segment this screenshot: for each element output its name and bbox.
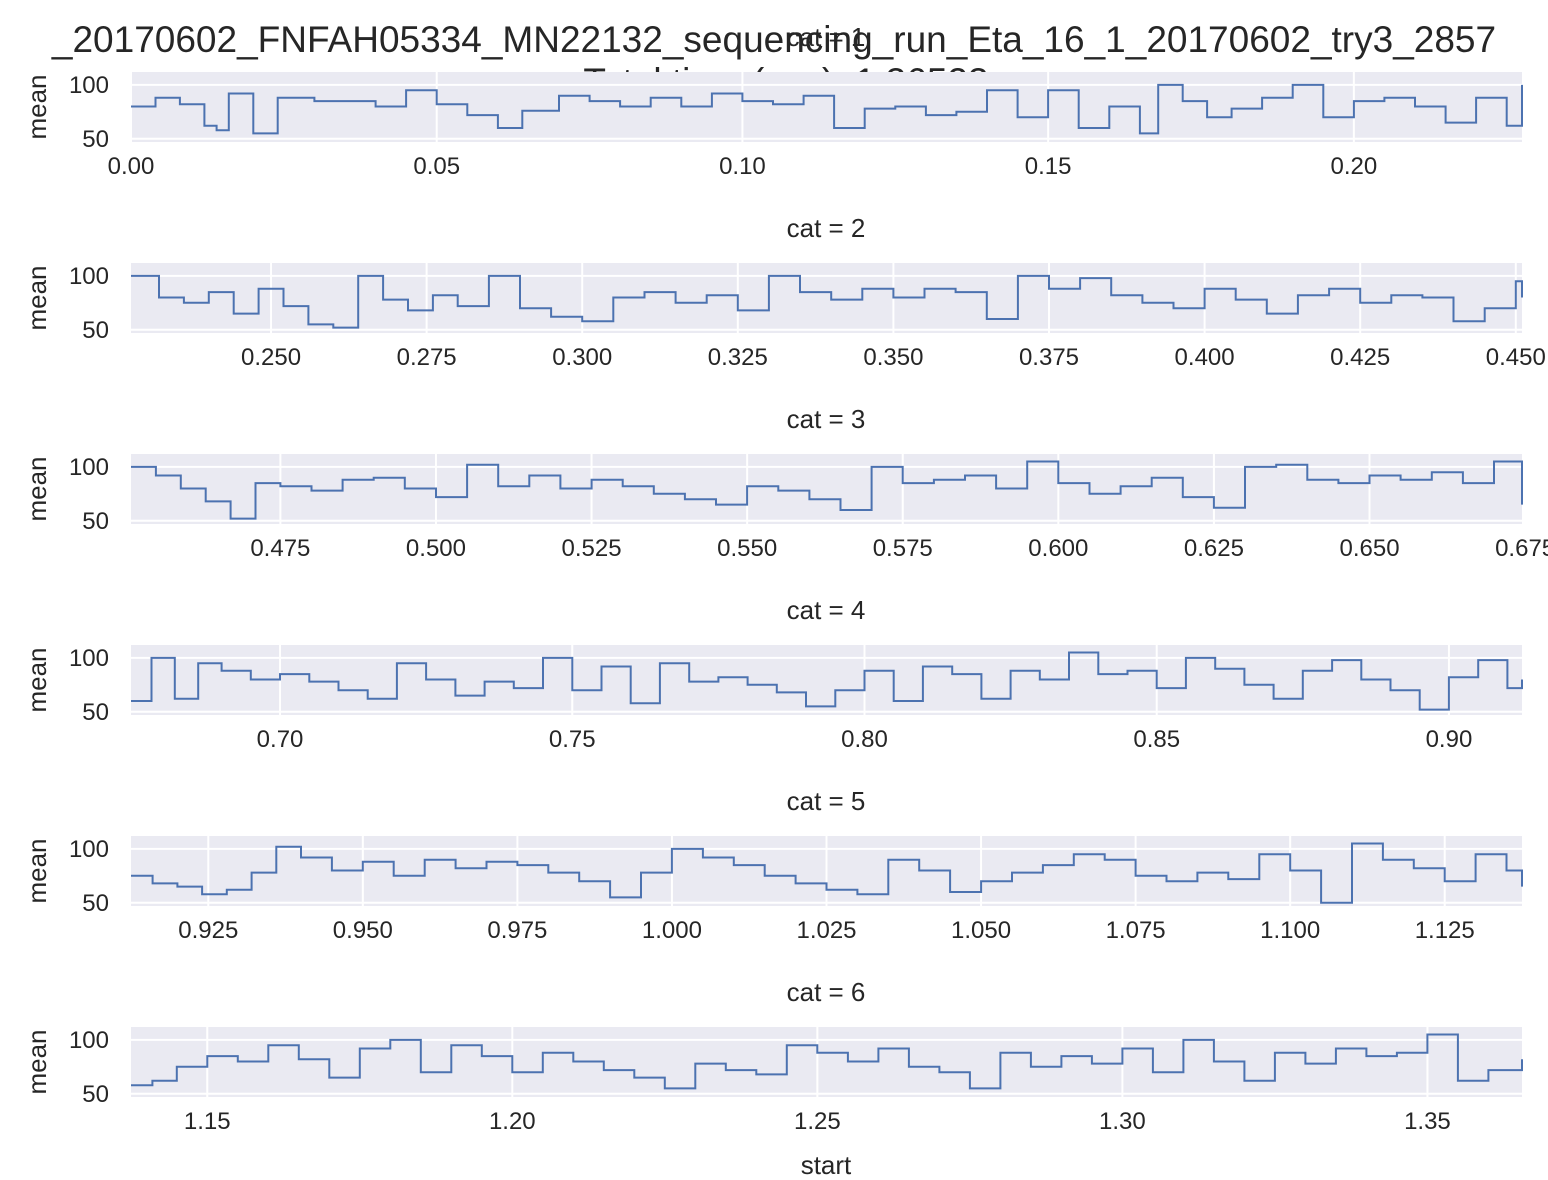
x-tick-label: 0.625	[1184, 535, 1244, 562]
x-tick-label: 0.75	[549, 726, 596, 753]
y-tick-label: 100	[69, 836, 109, 863]
x-tick-label: 0.500	[406, 535, 466, 562]
x-tick-label: 0.575	[873, 535, 933, 562]
series-line	[131, 460, 1523, 520]
y-tick-label: 50	[82, 126, 109, 153]
panel-1: 100 500.00 0.05 0.10 0.15 0.20 cat = 1 mean	[22, 22, 1523, 180]
x-tick-label: 0.70	[257, 726, 304, 753]
x-tick-label: 0.80	[841, 726, 888, 753]
panel-4: 100 50 0.70 0.75 0.80 0.85 0.90 cat = 4 mean	[22, 595, 1523, 753]
x-tick-label: 0.400	[1175, 344, 1235, 371]
y-tick-label: 50	[82, 317, 109, 344]
x-tick-label: 0.425	[1330, 344, 1390, 371]
x-tick-label: 0.300	[552, 344, 612, 371]
x-tick-label: 0.975	[487, 917, 547, 944]
x-tick-label: 0.85	[1133, 726, 1180, 753]
panel-background	[131, 1027, 1522, 1097]
panel-2: 100 50 0.250 0.275 0.300 0.325 0.350 0.375 0.400…	[22, 213, 1546, 371]
x-tick-label: 1.000	[642, 917, 702, 944]
y-tick-label: 100	[69, 1027, 109, 1054]
x-tick-label: 1.025	[796, 917, 856, 944]
panel-5: 100 50 0.925 0.950 0.975 1.000 1.025 1.050 1.075…	[22, 786, 1523, 944]
panel-title: cat = 1	[787, 22, 866, 52]
x-tick-label: 0.250	[241, 344, 301, 371]
y-axis-label: mean	[22, 265, 52, 330]
panel-3: 100 50 0.475 0.500 0.525 0.550 0.575 0.600 0.625…	[22, 404, 1548, 562]
x-tick-label: 0.650	[1339, 535, 1399, 562]
x-tick-label: 1.050	[951, 917, 1011, 944]
x-tick-label: 0.325	[708, 344, 768, 371]
y-axis-label: mean	[22, 74, 52, 139]
y-tick-label: 50	[82, 1081, 109, 1108]
x-tick-label: 0.525	[562, 535, 622, 562]
series-line	[131, 1033, 1523, 1090]
series-line	[131, 83, 1523, 135]
panel-title: cat = 5	[787, 786, 866, 816]
x-tick-label: 1.100	[1260, 917, 1320, 944]
x-tick-label: 0.350	[863, 344, 923, 371]
panel-6: 100 50 1.15 1.20 1.25 1.30 1.35 cat = 6 mean	[22, 977, 1523, 1135]
series-line	[131, 651, 1523, 711]
y-tick-label: 50	[82, 699, 109, 726]
x-tick-label: 0.950	[333, 917, 393, 944]
panel-title: cat = 4	[787, 595, 866, 625]
x-tick-label: 0.600	[1028, 535, 1088, 562]
x-tick-label: 0.475	[250, 535, 310, 562]
x-tick-label: 1.30	[1099, 1108, 1146, 1135]
x-tick-label: 0.450	[1486, 344, 1546, 371]
x-tick-label: 0.05	[413, 153, 460, 180]
panel-background	[131, 72, 1522, 142]
x-tick-label: 1.15	[184, 1108, 231, 1135]
x-tick-label: 0.925	[178, 917, 238, 944]
x-tick-label: 0.375	[1019, 344, 1079, 371]
panel-background	[131, 454, 1522, 524]
y-tick-label: 50	[82, 508, 109, 535]
x-tick-label: 0.15	[1025, 153, 1072, 180]
y-tick-label: 100	[69, 645, 109, 672]
y-axis-label: mean	[22, 838, 52, 903]
x-tick-label: 0.10	[719, 153, 766, 180]
x-tick-label: 0.275	[397, 344, 457, 371]
x-axis-label: start	[801, 1150, 852, 1180]
panel-title: cat = 3	[787, 404, 866, 434]
figure-title-run-name: _20170602_FNFAH05334_MN22132_sequencing_…	[51, 19, 1496, 60]
x-tick-label: 1.075	[1106, 917, 1166, 944]
x-tick-label: 1.25	[794, 1108, 841, 1135]
y-axis-label: mean	[22, 456, 52, 521]
x-tick-label: 1.35	[1404, 1108, 1451, 1135]
x-tick-label: 0.675	[1495, 535, 1548, 562]
y-axis-label: mean	[22, 647, 52, 712]
y-tick-label: 50	[82, 890, 109, 917]
y-tick-label: 100	[69, 263, 109, 290]
panel-background	[131, 645, 1522, 715]
y-tick-label: 100	[69, 454, 109, 481]
x-tick-label: 1.20	[489, 1108, 536, 1135]
panel-background	[131, 263, 1522, 333]
series-line	[131, 842, 1523, 904]
panel-title: cat = 2	[787, 213, 866, 243]
y-axis-label: mean	[22, 1029, 52, 1094]
x-tick-label: 1.125	[1415, 917, 1475, 944]
x-tick-label: 0.20	[1330, 153, 1377, 180]
y-tick-label: 100	[69, 72, 109, 99]
x-tick-label: 0.00	[108, 153, 155, 180]
series-line	[131, 274, 1523, 329]
x-tick-label: 0.550	[717, 535, 777, 562]
x-tick-label: 0.90	[1426, 726, 1473, 753]
panel-title: cat = 6	[787, 977, 866, 1007]
